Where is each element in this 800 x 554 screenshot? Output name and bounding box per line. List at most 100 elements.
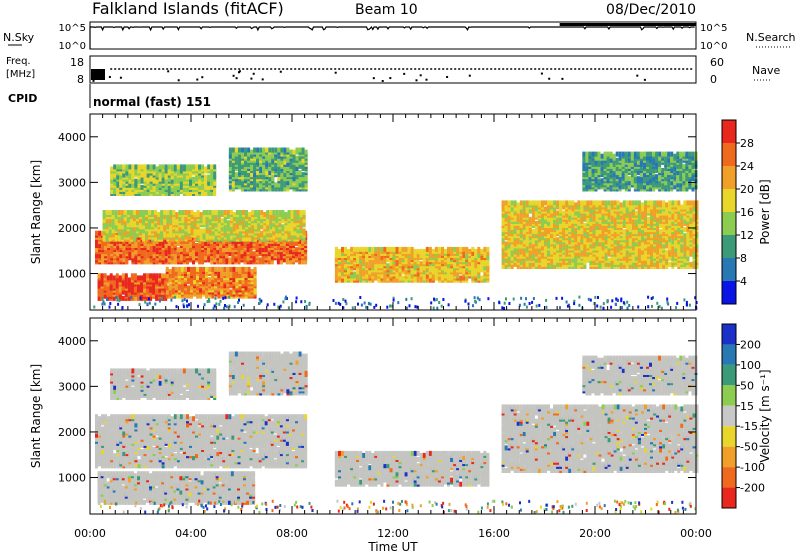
nsky-tick-high: 10^5 bbox=[59, 23, 86, 34]
heatmap-cell bbox=[95, 230, 98, 236]
heatmap-cell bbox=[171, 266, 175, 272]
heatmap-cell bbox=[231, 253, 235, 259]
nave-point bbox=[419, 74, 422, 77]
heatmap-cell bbox=[205, 216, 209, 222]
heatmap-cell bbox=[201, 253, 205, 259]
heatmap-cell bbox=[298, 259, 302, 265]
nave-point bbox=[167, 70, 170, 73]
heatmap-cell bbox=[128, 164, 132, 170]
heatmap-cell bbox=[195, 251, 198, 257]
heatmap-cell bbox=[193, 212, 197, 217]
heatmap-cell bbox=[559, 200, 563, 206]
nsky-label: N.Sky bbox=[3, 31, 35, 44]
heatmap-cell bbox=[121, 273, 125, 279]
heatmap-cell bbox=[158, 273, 162, 279]
heatmap-cell bbox=[425, 246, 429, 252]
heatmap-cell bbox=[100, 273, 104, 279]
heatmap-cell bbox=[580, 200, 584, 206]
heatmap-cell bbox=[121, 295, 125, 301]
heatmap-cell bbox=[208, 266, 212, 272]
heatmap-cell bbox=[462, 246, 466, 252]
heatmap-cell bbox=[205, 266, 209, 272]
heatmap-cell bbox=[290, 210, 294, 215]
freq-panel bbox=[89, 55, 697, 84]
heatmap-cell bbox=[139, 210, 142, 215]
heatmap-cell bbox=[283, 147, 287, 153]
heatmap-cell bbox=[383, 246, 387, 252]
heatmap-cell bbox=[377, 246, 381, 252]
heatmap-cell bbox=[286, 147, 290, 153]
heatmap-cell bbox=[211, 210, 215, 215]
heatmap-cell bbox=[186, 164, 189, 170]
heatmap-cell bbox=[207, 255, 211, 261]
heatmap-cell bbox=[350, 246, 354, 252]
heatmap-cell bbox=[123, 210, 127, 215]
nave-point bbox=[636, 74, 639, 77]
heatmap-cell bbox=[208, 210, 212, 215]
heatmap-cell bbox=[98, 230, 102, 236]
heatmap-cell bbox=[260, 210, 264, 215]
heatmap-cell bbox=[278, 210, 282, 215]
heatmap-cell bbox=[568, 200, 572, 206]
heatmap-cell bbox=[269, 210, 273, 215]
heatmap-cell bbox=[115, 273, 119, 279]
heatmap-cell bbox=[161, 251, 165, 257]
nave-point bbox=[548, 77, 551, 80]
heatmap-cell bbox=[516, 202, 520, 208]
heatmap-cell bbox=[195, 243, 198, 248]
heatmap-cell bbox=[480, 275, 484, 281]
heatmap-cell bbox=[205, 224, 209, 230]
heatmap-cell bbox=[474, 248, 478, 254]
heatmap-cell bbox=[392, 246, 396, 252]
heatmap-cell bbox=[108, 218, 112, 224]
heatmap-cell bbox=[176, 251, 180, 257]
heatmap-cell bbox=[184, 230, 188, 236]
heatmap-cell bbox=[272, 210, 276, 215]
heatmap-cell bbox=[471, 246, 475, 252]
freq-tick-high: 18 bbox=[70, 56, 84, 69]
heatmap-cell bbox=[258, 257, 262, 263]
heatmap-cell bbox=[122, 164, 126, 170]
heatmap-cell bbox=[151, 210, 155, 215]
heatmap-cell bbox=[213, 164, 217, 170]
heatmap-cell bbox=[196, 266, 200, 272]
heatmap-cell bbox=[419, 248, 423, 254]
heatmap-cell bbox=[117, 216, 121, 222]
heatmap-cell bbox=[541, 200, 544, 206]
heatmap-cell bbox=[192, 164, 195, 170]
heatmap-cell bbox=[556, 210, 560, 216]
heatmap-cell bbox=[161, 164, 165, 170]
heatmap-cell bbox=[105, 210, 109, 215]
heatmap-cell bbox=[261, 247, 265, 253]
heatmap-cell bbox=[222, 257, 226, 263]
heatmap-cell bbox=[155, 273, 159, 279]
heatmap-cell bbox=[234, 147, 238, 153]
heatmap-cell bbox=[410, 246, 414, 252]
heatmap-cell bbox=[217, 210, 221, 215]
heatmap-cell bbox=[98, 243, 102, 248]
heatmap-cell bbox=[143, 164, 147, 170]
heatmap-cell bbox=[137, 275, 140, 281]
heatmap-cell bbox=[256, 147, 260, 153]
heatmap-cell bbox=[174, 266, 178, 272]
heatmap-cell bbox=[157, 212, 161, 217]
heatmap-cell bbox=[356, 246, 360, 252]
heatmap-cell bbox=[298, 170, 302, 176]
heatmap-cell bbox=[270, 255, 274, 261]
heatmap-cell bbox=[299, 210, 303, 215]
heatmap-cell bbox=[181, 214, 185, 220]
heatmap-cell bbox=[125, 230, 129, 236]
heatmap-cell bbox=[214, 266, 218, 272]
heatmap-cell bbox=[281, 210, 285, 215]
heatmap-cell bbox=[198, 243, 202, 248]
nave-point bbox=[261, 78, 264, 81]
heatmap-cell bbox=[111, 210, 115, 215]
nave-point bbox=[381, 79, 384, 82]
freq-trace bbox=[91, 68, 694, 82]
heatmap-cell bbox=[131, 164, 135, 170]
power-heatmap bbox=[93, 147, 699, 310]
heatmap-cell bbox=[237, 245, 241, 251]
heatmap-cell bbox=[193, 230, 197, 236]
heatmap-cell bbox=[202, 210, 206, 215]
heatmap-cell bbox=[252, 251, 256, 257]
